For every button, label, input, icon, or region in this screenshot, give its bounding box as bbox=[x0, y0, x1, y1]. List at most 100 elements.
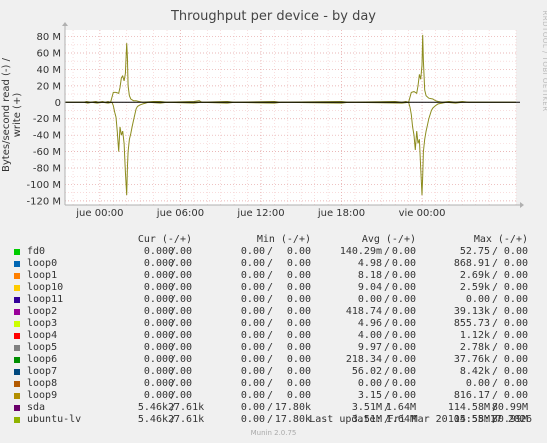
legend-avg-write: 0.00 bbox=[391, 306, 416, 317]
legend-cur-read: 0.00 bbox=[143, 390, 168, 401]
legend-cur-read: 5.46k bbox=[137, 414, 168, 425]
legend-cur-write: 0.00 bbox=[168, 342, 193, 353]
legend-cur-write: 0.00 bbox=[168, 294, 193, 305]
legend-cur-write: 27.61k bbox=[168, 414, 205, 425]
legend-device-name: loop4 bbox=[27, 330, 58, 341]
legend-avg-write: 0.00 bbox=[391, 282, 416, 293]
legend-separator: / bbox=[170, 258, 177, 269]
legend-cur-read: 0.00 bbox=[143, 330, 168, 341]
legend-device-name: loop2 bbox=[27, 306, 58, 317]
legend-separator: / bbox=[384, 318, 391, 329]
legend-separator: / bbox=[170, 414, 177, 425]
legend-table: Cur (-/+) Min (-/+) Avg (-/+) Max (-/+) … bbox=[0, 234, 547, 426]
legend-max-write: 80.99M bbox=[491, 402, 528, 413]
legend-device-name: ubuntu-lv bbox=[27, 414, 82, 425]
legend-separator: / bbox=[267, 402, 274, 413]
legend-max-write: 0.00 bbox=[503, 318, 528, 329]
legend-separator: / bbox=[170, 402, 177, 413]
legend-device-name: loop0 bbox=[27, 258, 58, 269]
legend-max-read: 37.76k bbox=[453, 354, 490, 365]
legend-cur-write: 0.00 bbox=[168, 378, 193, 389]
legend-cur-read: 0.00 bbox=[143, 318, 168, 329]
legend-device-name: sda bbox=[27, 402, 46, 413]
munin-footer: Munin 2.0.75 bbox=[250, 429, 297, 437]
plot-area: 80 M 60 M 40 M 20 M 0 -20 M -40 M -60 M -80 M -10… bbox=[26, 22, 524, 219]
legend-cur-read: 0.00 bbox=[143, 366, 168, 377]
legend-row: loop2 0.00 0.00 0.00 0.00 418.74 0.00 39.13k 0.0… bbox=[0, 306, 547, 318]
legend-separator: / bbox=[492, 402, 499, 413]
legend-max-read: 0.00 bbox=[465, 294, 490, 305]
legend-min-write: 0.00 bbox=[286, 294, 311, 305]
legend-header-max: Max (-/+) bbox=[473, 234, 528, 245]
legend-separator: / bbox=[170, 390, 177, 401]
legend-cur-read: 0.00 bbox=[143, 354, 168, 365]
legend-separator: / bbox=[267, 414, 274, 425]
legend-swatch bbox=[14, 333, 20, 339]
legend-separator: / bbox=[267, 330, 274, 341]
legend-min-write: 0.00 bbox=[286, 246, 311, 257]
legend-max-write: 0.00 bbox=[503, 282, 528, 293]
legend-separator: / bbox=[170, 366, 177, 377]
legend-separator: / bbox=[267, 282, 274, 293]
legend-avg-write: 0.00 bbox=[391, 330, 416, 341]
legend-max-write: 0.00 bbox=[503, 330, 528, 341]
legend-avg-write: 0.00 bbox=[391, 258, 416, 269]
legend-min-read: 0.00 bbox=[240, 390, 265, 401]
legend-avg-write: 0.00 bbox=[391, 378, 416, 389]
legend-swatch bbox=[14, 297, 20, 303]
legend-avg-read: 4.98 bbox=[357, 258, 382, 269]
legend-device-name: fd0 bbox=[27, 246, 46, 257]
x-tick-label: jue 00:00 bbox=[75, 208, 123, 219]
legend-avg-write: 0.00 bbox=[391, 366, 416, 377]
legend-min-write: 0.00 bbox=[286, 258, 311, 269]
legend-separator: / bbox=[492, 390, 499, 401]
legend-cur-read: 0.00 bbox=[143, 342, 168, 353]
legend-separator: / bbox=[267, 354, 274, 365]
legend-row: loop3 0.00 0.00 0.00 0.00 4.96 0.00 855.73 0.00/… bbox=[0, 318, 547, 330]
legend-min-write: 0.00 bbox=[286, 270, 311, 281]
legend-separator: / bbox=[170, 306, 177, 317]
legend-cur-read: 0.00 bbox=[143, 270, 168, 281]
legend-avg-write: 0.00 bbox=[391, 318, 416, 329]
legend-separator: / bbox=[492, 294, 499, 305]
legend-avg-read: 418.74 bbox=[345, 306, 382, 317]
legend-swatch bbox=[14, 357, 20, 363]
legend-separator: / bbox=[267, 318, 274, 329]
legend-min-write: 0.00 bbox=[286, 342, 311, 353]
y-tick-label: -20 M bbox=[33, 114, 61, 125]
y-tick-label: -120 M bbox=[26, 196, 61, 207]
legend-avg-write: 1.64M bbox=[385, 414, 416, 425]
legend-min-read: 0.00 bbox=[240, 246, 265, 257]
legend-device-name: loop11 bbox=[27, 294, 64, 305]
legend-header-row: Cur (-/+) Min (-/+) Avg (-/+) Max (-/+) bbox=[0, 234, 547, 246]
legend-avg-read: 56.02 bbox=[351, 366, 382, 377]
legend-min-write: 17.80k bbox=[274, 402, 311, 413]
legend-separator: / bbox=[384, 330, 391, 341]
legend-min-write: 0.00 bbox=[286, 354, 311, 365]
legend-max-write: 0.00 bbox=[503, 294, 528, 305]
y-axis-arrow bbox=[62, 22, 68, 26]
legend-row: sda 5.46k 27.61k 0.00 17.80k 3.51M 1.64M 114.58… bbox=[0, 402, 547, 414]
x-tick-label: vie 00:00 bbox=[399, 208, 446, 219]
legend-max-read: 816.17 bbox=[453, 390, 490, 401]
legend-cur-write: 0.00 bbox=[168, 306, 193, 317]
legend-separator: / bbox=[492, 318, 499, 329]
y-tick-label: 20 M bbox=[36, 81, 61, 92]
legend-max-write: 0.00 bbox=[503, 258, 528, 269]
legend-separator: / bbox=[492, 354, 499, 365]
legend-max-read: 2.59k bbox=[459, 282, 490, 293]
legend-max-read: 114.58M bbox=[447, 402, 490, 413]
legend-swatch bbox=[14, 321, 20, 327]
legend-avg-read: 0.00 bbox=[357, 294, 382, 305]
legend-avg-read: 218.34 bbox=[345, 354, 382, 365]
y-tick-label: 40 M bbox=[36, 65, 61, 76]
legend-avg-read: 8.18 bbox=[357, 270, 382, 281]
legend-avg-write: 0.00 bbox=[391, 390, 416, 401]
last-update: Last update: Fri Mar 20 05:55:17 2026 bbox=[309, 414, 532, 425]
legend-min-read: 0.00 bbox=[240, 306, 265, 317]
legend-cur-write: 0.00 bbox=[168, 354, 193, 365]
legend-separator: / bbox=[267, 246, 274, 257]
x-tick-label: jue 12:00 bbox=[236, 208, 284, 219]
legend-row: loop1 0.00 0.00 0.00 0.00 8.18 0.00 2.69k 0.00//… bbox=[0, 270, 547, 282]
legend-cur-read: 0.00 bbox=[143, 246, 168, 257]
